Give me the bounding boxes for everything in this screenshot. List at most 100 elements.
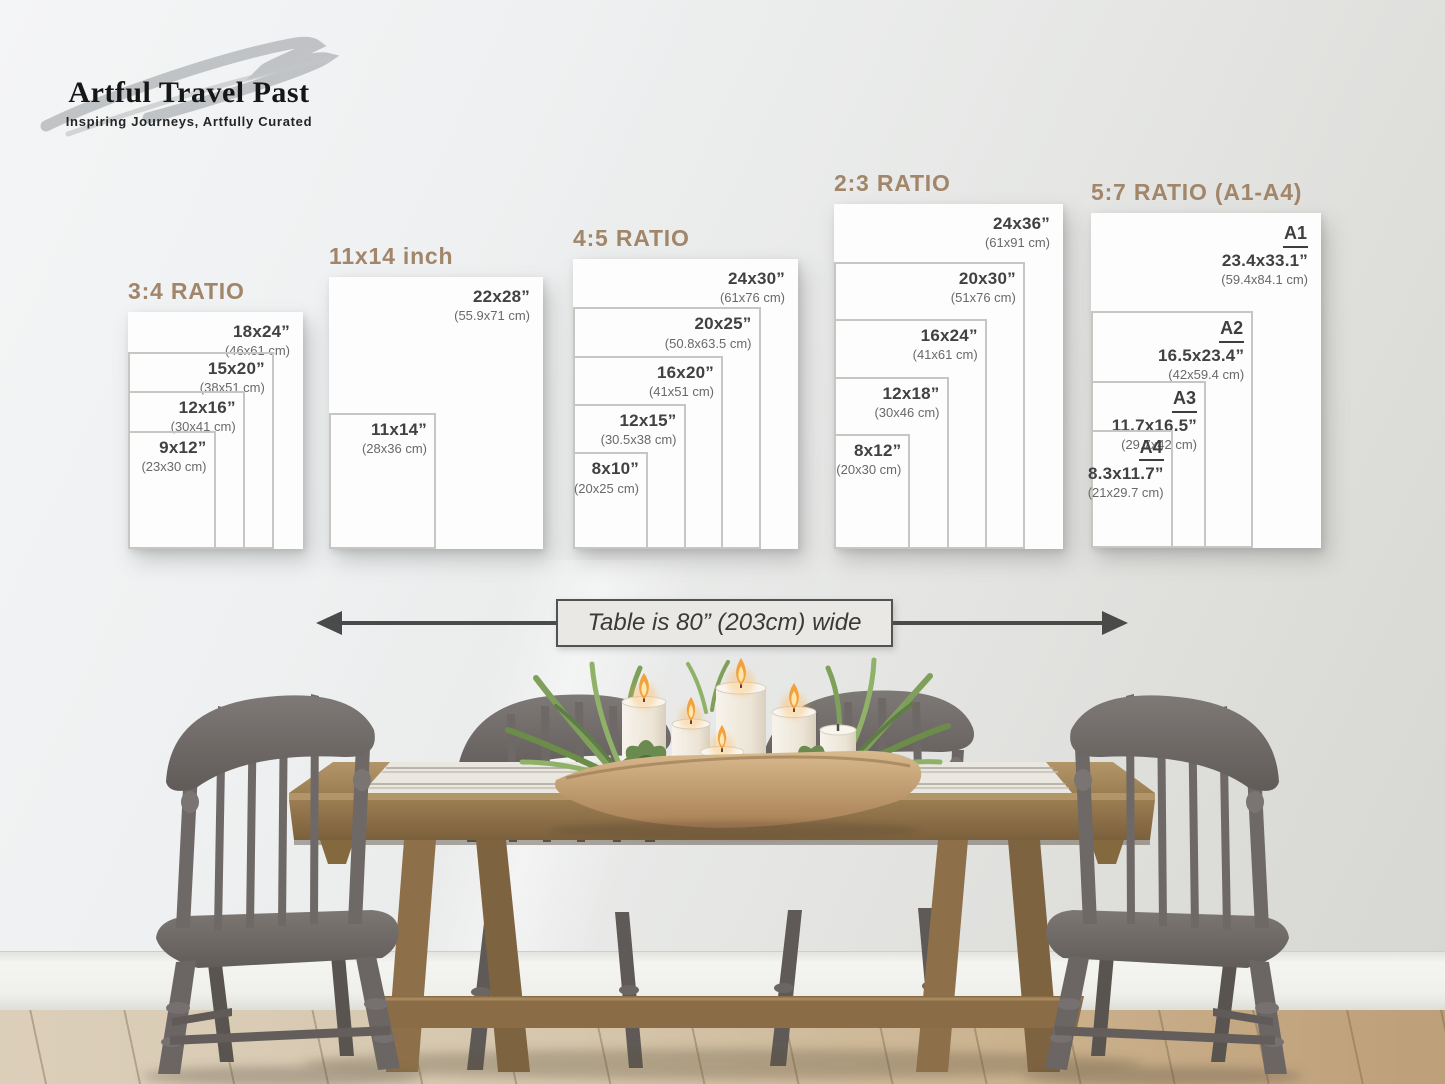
size-label: 12x15” (30.5x38 cm) — [601, 410, 677, 449]
table-floor-shadow — [302, 1049, 1142, 1079]
poster-board: 24x30” (61x76 cm) 20x25” (50.8x63.5 cm) 16x2… — [573, 259, 798, 549]
size-label-inches: 22x28” — [473, 287, 530, 306]
size-label-cm: (41x61 cm) — [912, 347, 978, 363]
size-panel-3-4-ratio: 3:4 RATIO 18x24” (46x61 cm) 15x20” (38x51 c… — [128, 278, 303, 549]
centerpiece — [505, 657, 951, 839]
size-label-inches: 20x25” — [694, 314, 752, 334]
brand-tagline: Inspiring Journeys, Artfully Curated — [65, 114, 313, 129]
size-rect: 22x28” (55.9x71 cm) — [329, 277, 543, 549]
size-label-cm: (50.8x63.5 cm) — [664, 335, 752, 351]
size-label: 9x12” (23x30 cm) — [141, 437, 206, 476]
size-panel-5-7-ratio: 5:7 RATIO (A1-A4) A1 23.4x33.1” (59.4x84.1… — [1088, 179, 1321, 548]
size-label-name: A3 — [1171, 387, 1197, 413]
size-label: A4 8.3x11.7” (21x29.7 cm) — [1088, 436, 1164, 502]
size-rect: 24x36” (61x91 cm) — [834, 204, 1063, 549]
size-rect: 24x30” (61x76 cm) — [573, 259, 798, 549]
panel-title: 5:7 RATIO (A1-A4) — [1091, 179, 1303, 205]
size-rect: 8x12” (20x30 cm) — [834, 434, 911, 549]
size-label-name: A1 — [1282, 222, 1308, 248]
size-label-inches: 8x12” — [854, 441, 902, 460]
size-label: 20x30” (51x76 cm) — [951, 268, 1016, 307]
size-label: A2 16.5x23.4” (42x59.4 cm) — [1158, 317, 1245, 383]
candle-flames — [631, 658, 807, 758]
size-label-inches: 12x18” — [882, 383, 940, 403]
chair-front-left — [142, 694, 422, 1084]
size-label: 20x25” (50.8x63.5 cm) — [665, 313, 752, 352]
size-label-inches: 16x24” — [920, 326, 978, 345]
size-label-inches: 12x16” — [178, 398, 236, 418]
size-label-cm: (30x46 cm) — [874, 404, 940, 420]
size-label-cm: (55.9x71 cm) — [454, 308, 530, 324]
size-rect: 8x10” (20x25 cm) — [573, 452, 648, 549]
size-label: 12x18” (30x46 cm) — [874, 383, 939, 422]
panel-title: 3:4 RATIO — [128, 278, 245, 304]
arrow-right-icon — [1102, 611, 1128, 635]
size-label-inches: 15x20” — [207, 358, 265, 378]
poster-board: 24x36” (61x91 cm) 20x30” (51x76 cm) 16x24” (4… — [834, 204, 1063, 549]
size-label-inches: 8.3x11.7” — [1088, 464, 1164, 484]
brand-name: Artful Travel Past — [68, 76, 310, 109]
size-label-inches: 8x10” — [591, 459, 639, 479]
chair-front-right — [1023, 694, 1303, 1084]
size-label-cm: (28x36 cm) — [361, 441, 427, 457]
poster-board: 22x28” (55.9x71 cm) 11x14” (28x36 cm) — [329, 277, 543, 549]
size-label-inches: 12x15” — [619, 411, 677, 430]
size-label: 16x20” (41x51 cm) — [649, 362, 714, 401]
table-stretcher — [366, 996, 1084, 1028]
size-label-inches: 16x20” — [657, 362, 714, 382]
size-label-inches: 16.5x23.4” — [1158, 345, 1245, 365]
size-rect: 11x14” (28x36 cm) — [329, 413, 436, 549]
size-label-inches: 23.4x33.1” — [1221, 250, 1308, 270]
size-label-cm: (38x51 cm) — [199, 379, 265, 395]
size-label: 8x12” (20x30 cm) — [836, 440, 901, 479]
size-label: 16x24” (41x61 cm) — [913, 325, 978, 364]
table-width-label: Table is 80” (203cm) wide — [556, 599, 893, 647]
brush-stroke-icon — [40, 36, 340, 137]
size-label: 11x14” (28x36 cm) — [362, 419, 427, 458]
size-label: 24x30” (61x76 cm) — [720, 268, 785, 307]
size-label-name: A4 — [1138, 436, 1164, 462]
poster-board: 18x24” (46x61 cm) 15x20” (38x51 cm) 12x16” (3… — [128, 312, 303, 549]
size-panel-11x14: 11x14 inch 22x28” (55.9x71 cm) 11x14” (28x3… — [329, 243, 543, 549]
size-panel-4-5-ratio: 4:5 RATIO 24x30” (61x76 cm) 20x25” (50.8x63… — [573, 225, 798, 549]
size-label-cm: (51x76 cm) — [950, 289, 1016, 305]
size-label-inches: 20x30” — [958, 268, 1016, 288]
size-label: 22x28” (55.9x71 cm) — [454, 286, 530, 325]
panel-title: 4:5 RATIO — [573, 225, 690, 251]
size-label-cm: (20x30 cm) — [836, 462, 902, 478]
size-panel-2-3-ratio: 2:3 RATIO 24x36” (61x91 cm) 20x30” (51x76 c… — [834, 170, 1063, 549]
panel-title: 11x14 inch — [329, 243, 454, 269]
size-rect: A1 23.4x33.1” (59.4x84.1 cm) — [1091, 213, 1321, 548]
size-label-cm: (41x51 cm) — [648, 383, 714, 399]
size-label: A1 23.4x33.1” (59.4x84.1 cm) — [1221, 222, 1308, 288]
size-label-inches: 24x36” — [993, 214, 1050, 233]
size-label-inches: 18x24” — [233, 322, 290, 341]
panel-title: 2:3 RATIO — [834, 170, 951, 196]
size-label-inches: 24x30” — [728, 269, 785, 288]
wooden-bowl — [554, 750, 922, 828]
size-label-cm: (20x25 cm) — [573, 480, 639, 496]
size-label-cm: (21x29.7 cm) — [1087, 485, 1164, 501]
size-label-cm: (29.7x42 cm) — [1121, 436, 1197, 452]
size-label-cm: (59.4x84.1 cm) — [1221, 271, 1308, 287]
size-label-cm: (30.5x38 cm) — [600, 432, 677, 448]
size-label: 15x20” (38x51 cm) — [200, 358, 265, 397]
size-rect: 9x12” (23x30 cm) — [128, 430, 216, 549]
dining-scene — [0, 657, 1445, 1084]
size-label-name: A2 — [1219, 317, 1245, 343]
size-label: 24x36” (61x91 cm) — [985, 213, 1050, 252]
brand-logo: Artful Travel Past Inspiring Journeys, A… — [28, 18, 348, 138]
size-label: 8x10” (20x25 cm) — [574, 458, 639, 497]
size-label-inches: 9x12” — [159, 437, 207, 457]
size-label-inches: 11x14” — [370, 420, 427, 439]
greenery-center — [686, 660, 730, 714]
arrow-left-icon — [316, 611, 342, 635]
size-rect: A4 8.3x11.7” (21x29.7 cm) — [1088, 429, 1173, 548]
poster-board: A1 23.4x33.1” (59.4x84.1 cm) A2 16.5x23.4” (4… — [1088, 213, 1321, 548]
size-label-cm: (61x76 cm) — [719, 290, 785, 306]
size-label-cm: (23x30 cm) — [141, 458, 207, 474]
size-label-cm: (61x91 cm) — [984, 235, 1050, 251]
size-label-cm: (42x59.4 cm) — [1168, 366, 1245, 382]
table-width-annotation: Table is 80” (203cm) wide — [316, 599, 1128, 647]
